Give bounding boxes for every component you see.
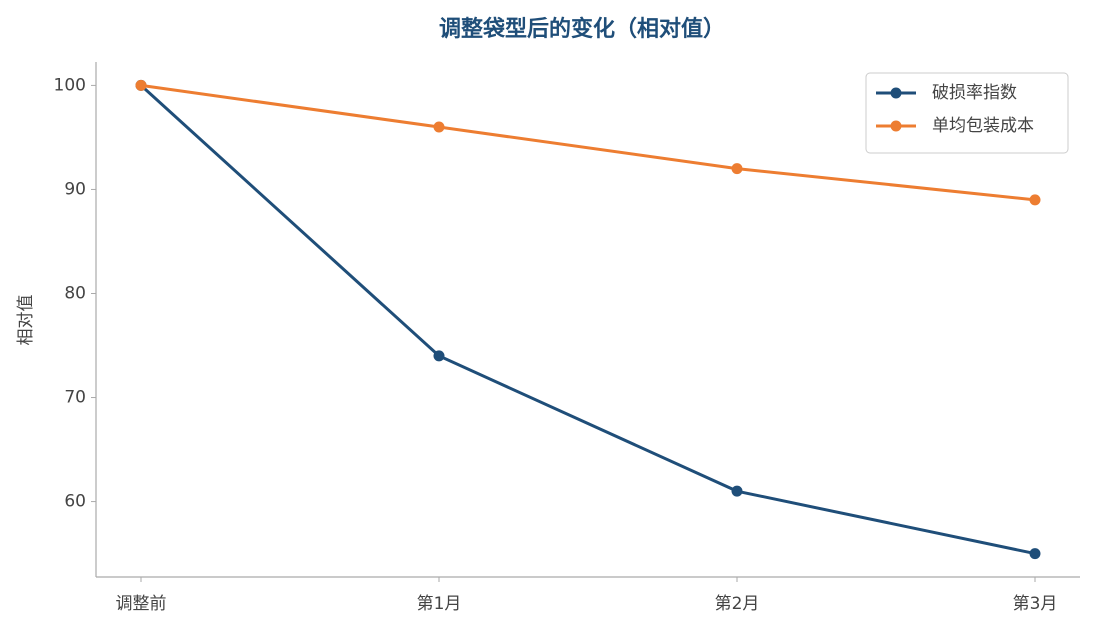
x-tick-label: 调整前 <box>116 594 167 614</box>
point <box>1029 548 1041 560</box>
legend-label: 破损率指数 <box>932 83 1017 103</box>
legend-marker <box>890 120 902 132</box>
point <box>135 79 147 91</box>
y-tick-label: 70 <box>64 388 86 408</box>
point <box>433 121 445 133</box>
y-tick-label: 100 <box>54 75 86 95</box>
point <box>433 350 445 362</box>
chart-title: 调整袋型后的变化（相对值） <box>439 16 725 42</box>
y-axis-label: 相对值 <box>16 295 36 346</box>
point <box>731 163 743 175</box>
legend-label: 单均包装成本 <box>932 116 1034 136</box>
y-tick-label: 80 <box>64 283 86 303</box>
x-tick-label: 第1月 <box>417 594 462 614</box>
series-line <box>139 84 1036 556</box>
x-tick-label: 第3月 <box>1013 594 1058 614</box>
legend-marker <box>890 87 902 99</box>
x-tick-label: 第2月 <box>715 594 760 614</box>
point <box>1029 194 1041 206</box>
y-tick-label: 90 <box>64 179 86 199</box>
legend-box <box>865 72 1069 154</box>
y-tick-label: 60 <box>64 492 86 512</box>
point <box>731 485 743 497</box>
series-line <box>140 83 1036 202</box>
